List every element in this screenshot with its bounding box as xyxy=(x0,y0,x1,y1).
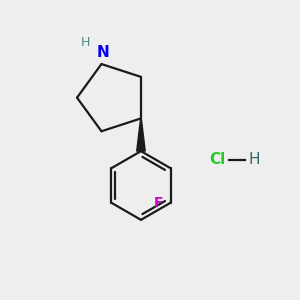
Text: N: N xyxy=(97,45,110,60)
Text: H: H xyxy=(80,36,90,49)
Polygon shape xyxy=(137,118,145,151)
Text: F: F xyxy=(154,196,164,210)
Text: H: H xyxy=(248,152,260,167)
Text: Cl: Cl xyxy=(209,152,225,167)
